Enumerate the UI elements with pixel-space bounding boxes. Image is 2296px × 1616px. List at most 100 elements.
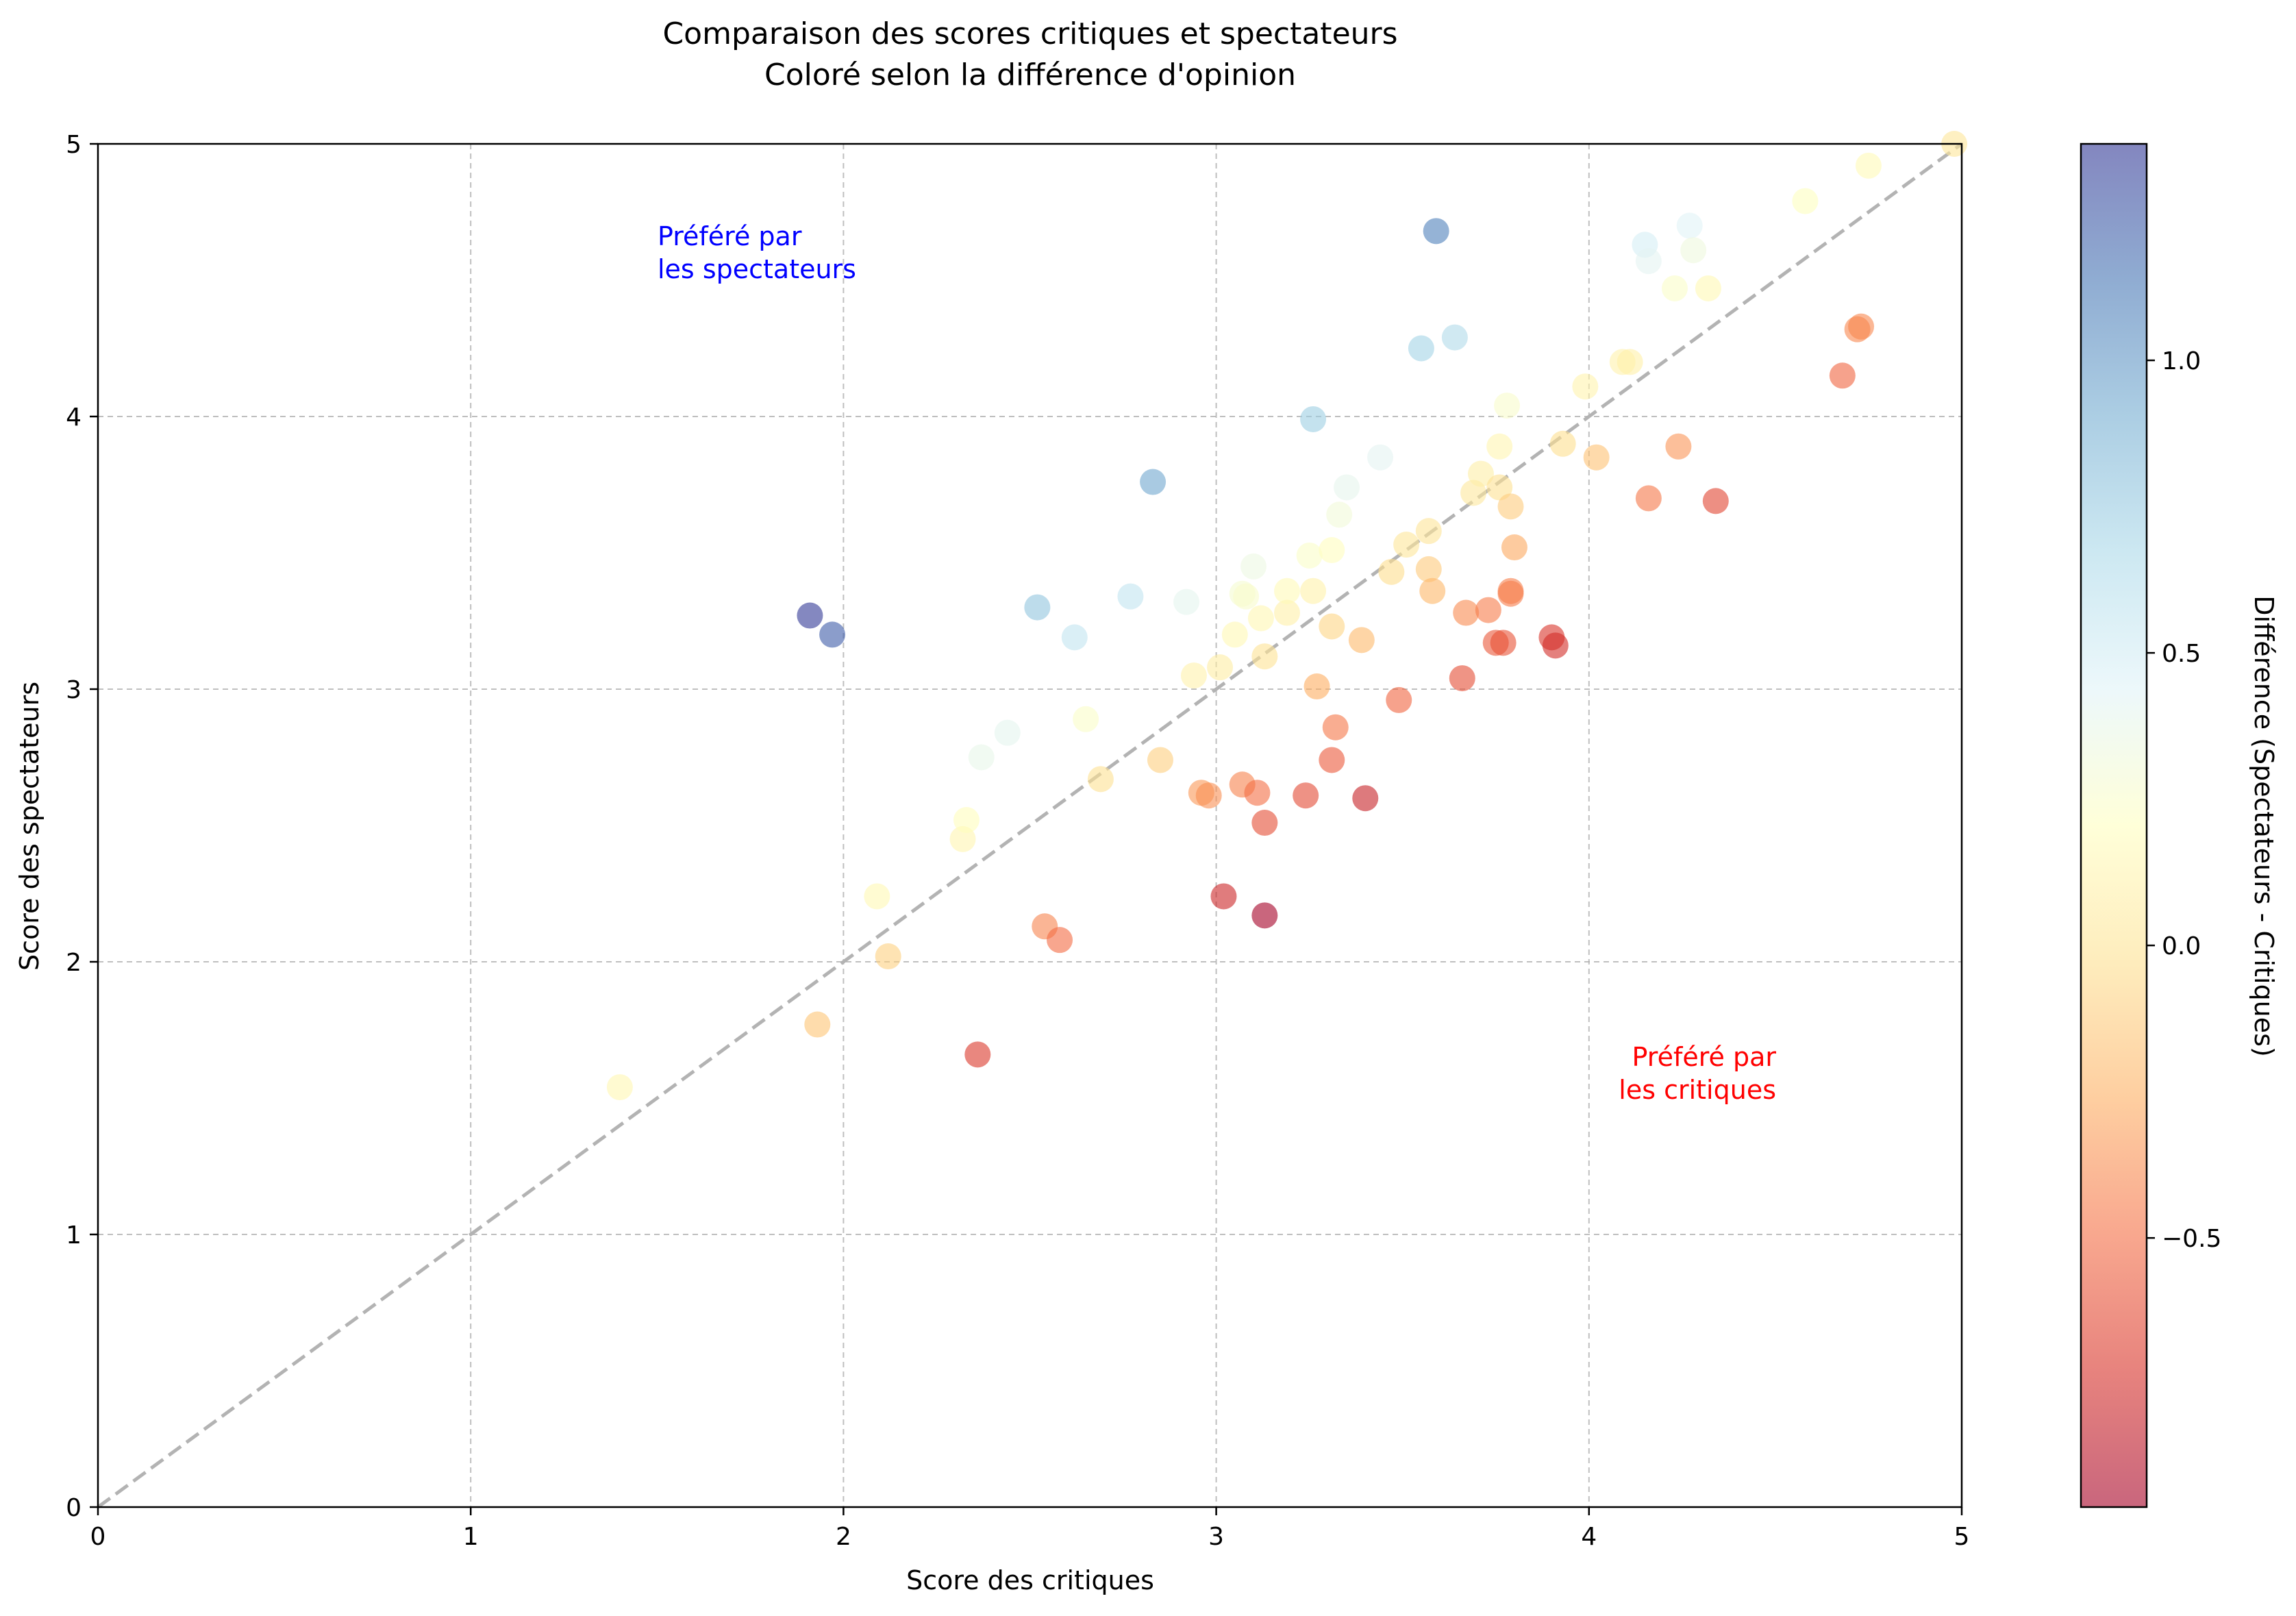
scatter-point <box>1207 654 1234 681</box>
scatter-point <box>1319 613 1345 640</box>
scatter-point <box>1273 599 1300 626</box>
scatter-point <box>1497 493 1524 520</box>
x-axis-ticks: 0 1 2 3 4 5 <box>90 1507 1970 1551</box>
scatter-point <box>1467 460 1494 487</box>
scatter-point <box>1486 474 1513 501</box>
scatter-point <box>994 719 1021 746</box>
colorbar: 1.0 0.5 0.0 −0.5 Différence (Spectateurs - … <box>2080 142 2279 1508</box>
scatter-point <box>1617 349 1643 375</box>
plot-area-frame <box>97 142 1963 1508</box>
scatter-point <box>1087 766 1114 793</box>
scatter-point <box>1583 444 1610 471</box>
x-tick-label: 5 <box>1954 1523 1970 1551</box>
scatter-point <box>797 602 823 629</box>
scatter-point <box>1423 218 1449 245</box>
scatter-point <box>1233 583 1260 610</box>
colorbar-tick-label: −0.5 <box>2162 1225 2221 1253</box>
y-tick-label: 2 <box>66 949 82 977</box>
equality-reference-line <box>97 142 1963 1509</box>
grid-lines <box>98 144 1962 1507</box>
scatter-points <box>606 131 1968 1101</box>
scatter-point <box>1449 665 1475 692</box>
colorbar-frame <box>2080 142 2148 1508</box>
scatter-point <box>953 807 979 834</box>
scatter-point <box>1378 558 1405 585</box>
scatter-point <box>1319 747 1345 773</box>
scatter-point <box>1244 780 1271 806</box>
x-tick-label: 3 <box>1208 1523 1224 1551</box>
scatter-point <box>875 943 901 970</box>
scatter-point <box>1210 883 1237 910</box>
scatter-point <box>1024 594 1051 621</box>
x-axis-label: Score des critiques <box>906 1565 1154 1595</box>
scatter-point <box>1180 662 1207 689</box>
y-tick-label: 1 <box>66 1221 82 1250</box>
annotation-preferred-by-audience-line-1: Préféré par <box>658 221 802 251</box>
scatter-point <box>1475 597 1501 623</box>
scatter-point <box>804 1011 831 1038</box>
scatter-point <box>1319 537 1345 564</box>
scatter-point <box>1326 501 1353 528</box>
colorbar-tick-label: 0.0 <box>2162 932 2201 960</box>
scatter-point <box>1273 577 1300 604</box>
scatter-point <box>1047 927 1073 954</box>
scatter-point <box>1829 362 1856 389</box>
annotation-preferred-by-critics-line-1: Préféré par <box>1632 1042 1777 1072</box>
scatter-point <box>1419 577 1446 604</box>
scatter-point <box>1702 488 1729 514</box>
scatter-point <box>1300 406 1327 432</box>
scatter-point <box>1393 532 1420 558</box>
scatter-point <box>1251 810 1278 836</box>
scatter-point <box>1848 313 1875 340</box>
scatter-point <box>1073 706 1099 732</box>
chart-title-line-2: Coloré selon la différence d'opinion <box>764 58 1296 92</box>
scatter-point <box>1408 335 1434 362</box>
scatter-point <box>1441 324 1468 351</box>
scatter-point <box>1303 673 1330 700</box>
scatter-point <box>1549 430 1576 457</box>
scatter-point <box>1635 248 1662 275</box>
colorbar-tick-label: 1.0 <box>2162 347 2201 375</box>
x-tick-label: 4 <box>1581 1523 1597 1551</box>
scatter-point <box>819 621 846 648</box>
chart-title-line-1: Comparaison des scores critiques et spec… <box>662 16 1397 51</box>
scatter-point <box>1334 474 1360 501</box>
scatter-point <box>964 1041 991 1068</box>
scatter-point <box>1140 469 1166 495</box>
scatter-point <box>1117 583 1144 610</box>
y-tick-label: 5 <box>66 131 82 159</box>
colorbar-ticks: 1.0 0.5 0.0 −0.5 <box>2147 347 2221 1253</box>
colorbar-label: Différence (Spectateurs - Critiques) <box>2249 595 2279 1057</box>
y-tick-label: 3 <box>66 676 82 704</box>
scatter-point <box>1296 542 1323 569</box>
scatter-point <box>1293 782 1319 809</box>
scatter-point <box>1195 782 1222 809</box>
y-tick-label: 0 <box>66 1494 82 1522</box>
scatter-point <box>1247 605 1274 632</box>
scatter-point <box>1542 632 1569 659</box>
y-axis-ticks: 0 1 2 3 4 5 <box>66 131 98 1522</box>
scatter-point <box>1501 534 1527 561</box>
scatter-point <box>1665 433 1692 460</box>
scatter-point <box>1221 621 1248 648</box>
scatter-point <box>1348 627 1375 654</box>
scatter-point <box>864 883 890 910</box>
scatter-point <box>1415 518 1442 545</box>
scatter-point <box>1695 275 1721 301</box>
colorbar-tick-label: 0.5 <box>2162 640 2201 668</box>
scatter-point <box>1486 433 1513 460</box>
scatter-point <box>1661 275 1688 301</box>
scatter-point <box>1240 553 1267 580</box>
scatter-point <box>1572 373 1599 400</box>
scatter-point <box>1494 393 1521 419</box>
scatter-point <box>1300 577 1327 604</box>
scatter-point <box>1497 577 1524 604</box>
scatter-point <box>1386 686 1412 713</box>
annotation-preferred-by-audience-line-2: les spectateurs <box>658 254 856 284</box>
scatter-point <box>1415 556 1442 582</box>
scatter-point <box>1453 599 1480 626</box>
scatter-point <box>1792 188 1819 214</box>
x-tick-label: 0 <box>90 1523 106 1551</box>
scatter-point <box>1635 485 1662 512</box>
